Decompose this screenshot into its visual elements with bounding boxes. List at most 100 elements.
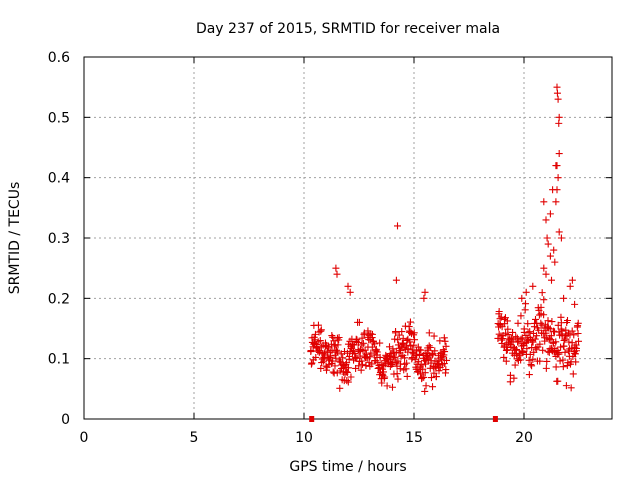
y-tick-label: 0.4 (48, 171, 70, 187)
data-point (518, 294, 526, 302)
data-point (392, 276, 400, 284)
data-point (555, 350, 563, 358)
data-point (367, 330, 375, 338)
x-axis-label: GPS time / hours (289, 459, 406, 475)
data-point (575, 337, 583, 345)
data-point (323, 366, 331, 374)
data-point (564, 329, 572, 337)
data-point (403, 359, 411, 367)
data-point (503, 317, 511, 325)
data-point (307, 347, 315, 355)
data-point (393, 370, 401, 378)
data-point (329, 333, 337, 341)
data-point (502, 357, 510, 365)
data-point (391, 354, 399, 362)
data-point (571, 300, 579, 308)
data-point (495, 307, 503, 315)
data-point (429, 350, 437, 358)
data-point (421, 288, 429, 296)
data-point (323, 347, 331, 355)
data-point (428, 351, 436, 359)
data-point (392, 358, 400, 366)
data-point (422, 360, 430, 368)
data-point (519, 349, 527, 357)
data-point (357, 366, 365, 374)
data-point (521, 306, 529, 314)
data-point (528, 362, 536, 370)
data-point (553, 83, 561, 91)
data-point (379, 368, 387, 376)
data-point (572, 347, 580, 355)
data-point (425, 342, 433, 350)
data-point (394, 222, 401, 230)
x-tick-label: 5 (190, 430, 199, 446)
y-tick-label: 0.1 (48, 352, 70, 368)
data-point (362, 362, 370, 370)
data-point (373, 348, 381, 356)
data-point (549, 186, 557, 194)
data-point (538, 289, 546, 297)
data-point (432, 373, 440, 381)
data-point (546, 252, 554, 260)
data-point (441, 337, 449, 345)
data-point (407, 342, 415, 350)
data-point (343, 368, 351, 376)
data-point (442, 342, 450, 350)
data-point (346, 288, 354, 296)
data-point (568, 327, 576, 335)
data-point (533, 332, 541, 340)
data-point (336, 384, 344, 392)
data-point (543, 357, 551, 365)
data-point (342, 368, 350, 376)
data-point (394, 375, 402, 383)
data-point (511, 361, 519, 369)
data-point (440, 351, 448, 359)
data-point (512, 333, 520, 341)
data-point (574, 329, 582, 337)
data-point (417, 370, 425, 378)
x-tick-label: 20 (515, 430, 533, 446)
data-point (548, 318, 556, 326)
data-point (532, 315, 540, 323)
data-point (531, 335, 539, 343)
data-point (553, 89, 561, 97)
data-point (550, 246, 558, 254)
data-point (406, 318, 414, 326)
data-point (396, 347, 404, 355)
data-point (554, 174, 562, 182)
data-point (553, 162, 561, 170)
data-point (331, 362, 339, 370)
data-point (381, 373, 389, 381)
data-point (551, 258, 559, 266)
data-point (388, 383, 396, 391)
data-point (517, 335, 525, 343)
data-point (420, 373, 428, 381)
data-point (398, 328, 406, 336)
data-point (328, 332, 336, 340)
data-point (347, 373, 355, 381)
data-point (517, 312, 525, 320)
data-point (425, 329, 433, 337)
data-point (443, 356, 451, 364)
data-point (392, 328, 400, 336)
data-point (317, 327, 325, 335)
data-point (389, 359, 397, 367)
data-point (559, 356, 567, 364)
data-point (327, 352, 335, 360)
data-point (568, 276, 576, 284)
data-point (420, 294, 428, 302)
data-point (399, 334, 407, 342)
data-point (523, 345, 531, 353)
data-point (441, 348, 449, 356)
data-point (422, 382, 430, 390)
data-point (358, 341, 366, 349)
data-point (552, 338, 560, 346)
data-point (421, 369, 429, 377)
data-point (334, 341, 342, 349)
data-point (524, 320, 532, 328)
data-point (395, 331, 403, 339)
y-tick-label: 0.2 (48, 291, 70, 307)
y-tick-label: 0.6 (48, 50, 70, 66)
data-point (568, 339, 576, 347)
data-point (496, 321, 504, 329)
